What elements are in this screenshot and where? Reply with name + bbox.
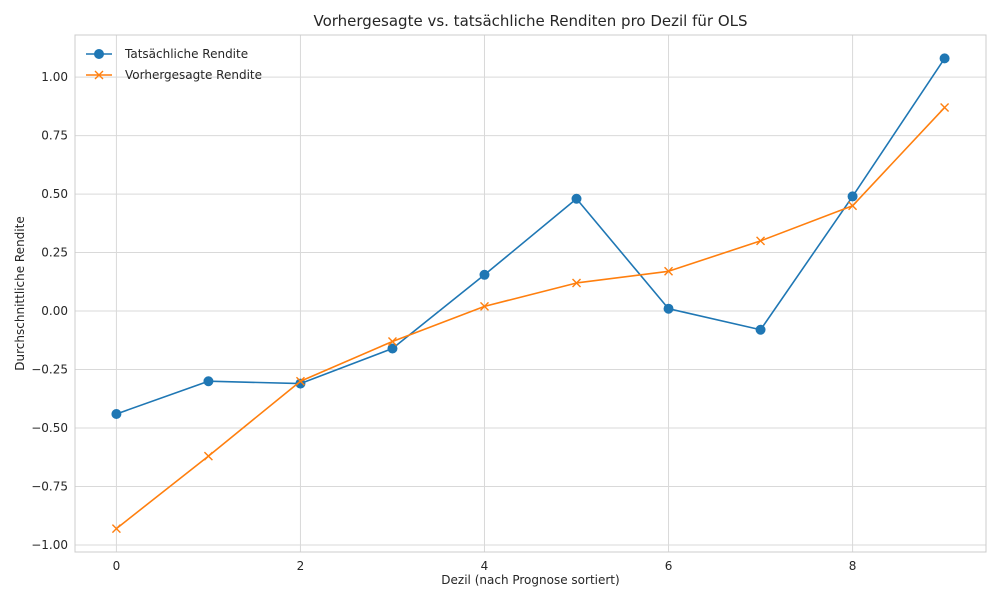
series-line [115,106,946,530]
data-point [295,378,306,389]
data-point [479,269,490,280]
grid-lines [75,35,986,552]
y-axis-ticks: −1.00 −0.75 −0.50 −0.25 0.00 0.25 0.50 0.75 1.00 [31,70,68,552]
x-tick-label: 8 [849,559,857,573]
legend-item: Vorhergesagte Rendite [86,68,262,82]
data-point [295,376,305,386]
data-point [756,236,766,246]
series-line [116,57,946,415]
data-point [847,191,858,202]
chart-title: Vorhergesagte vs. tatsächliche Renditen … [313,12,747,30]
data-point [111,524,121,534]
y-tick-label: 0.50 [41,187,68,201]
data-point [664,266,674,276]
x-tick-label: 4 [481,559,489,573]
data-point [939,53,950,64]
data-point [111,408,122,419]
series-layer [111,53,950,534]
data-point [387,336,397,346]
y-axis-title: Durchschnittliche Rendite [13,216,27,370]
x-tick-label: 2 [297,559,305,573]
legend-label: Vorhergesagte Rendite [125,68,262,82]
legend-marker [94,49,104,59]
data-point [203,451,213,461]
y-tick-label: 0.25 [41,246,68,260]
legend-label: Tatsächliche Rendite [124,47,248,61]
y-tick-label: −1.00 [31,538,68,552]
y-tick-label: 0.75 [41,129,68,143]
legend: Tatsächliche Rendite Vorhergesagte Rendit… [86,47,262,82]
data-point [848,201,858,211]
data-point [755,324,766,335]
data-point [572,278,582,288]
data-point [663,303,674,314]
x-tick-label: 0 [113,559,121,573]
data-point [203,376,214,387]
series-predicted-return [111,103,950,534]
series-actual-return [111,53,950,419]
data-point [940,103,950,113]
y-tick-label: 0.00 [41,304,68,318]
data-point [571,193,582,204]
x-axis-title: Dezil (nach Prognose sortiert) [441,573,619,587]
x-axis-ticks: 0 2 4 6 8 [113,559,857,573]
data-point [387,343,398,354]
legend-marker [94,70,104,80]
legend-item: Tatsächliche Rendite [86,47,248,61]
x-tick-label: 6 [665,559,673,573]
y-tick-label: −0.25 [31,363,68,377]
plot-area-frame [74,34,987,553]
data-point [479,301,489,311]
y-tick-label: −0.50 [31,421,68,435]
y-tick-label: 1.00 [41,70,68,84]
y-tick-label: −0.75 [31,479,68,493]
